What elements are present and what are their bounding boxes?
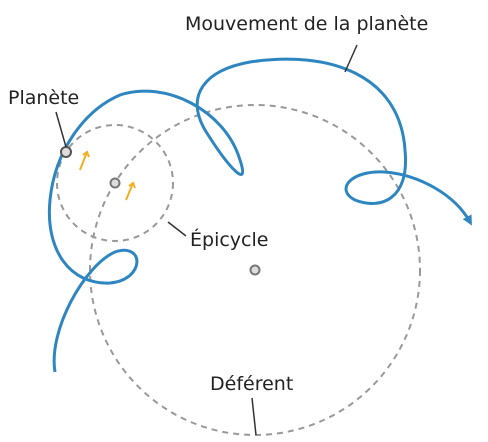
leader-line: [167, 221, 187, 237]
direction-arrow: [125, 181, 136, 201]
epicycle-center: [109, 177, 121, 189]
planet-label: Planète: [8, 87, 79, 109]
earth: [249, 264, 261, 276]
planet-path: [47, 57, 472, 373]
deferent-label: Déférent: [210, 373, 293, 395]
leader-line: [344, 44, 358, 73]
leader-line: [55, 111, 67, 148]
leader-line: [251, 397, 257, 436]
direction-arrow: [79, 150, 90, 171]
deferent-circle: [89, 104, 421, 436]
epicycle-label: Épicycle: [190, 228, 268, 251]
planet: [60, 146, 72, 158]
motion-label: Mouvement de la planète: [185, 13, 428, 35]
epicycle-circle: [56, 124, 174, 242]
